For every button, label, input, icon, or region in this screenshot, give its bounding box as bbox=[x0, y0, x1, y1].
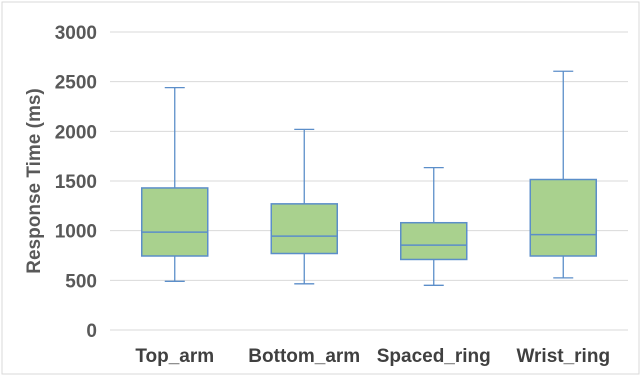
iqr-box bbox=[141, 187, 209, 257]
iqr-box bbox=[529, 178, 597, 257]
iqr-box bbox=[400, 221, 468, 261]
gridlines bbox=[110, 31, 628, 331]
y-tick-label: 0 bbox=[86, 321, 97, 342]
y-tick-label: 3000 bbox=[55, 23, 97, 44]
box-wrist-ring bbox=[529, 70, 597, 279]
iqr-box bbox=[270, 203, 338, 255]
x-category-label: Spaced_ring bbox=[377, 346, 491, 367]
y-tick-label: 2000 bbox=[55, 122, 97, 143]
y-tick-label: 500 bbox=[65, 271, 97, 292]
box-top-arm bbox=[141, 86, 209, 282]
x-category-label: Top_arm bbox=[135, 346, 214, 367]
box-spaced-ring bbox=[400, 166, 468, 286]
y-tick-label: 1500 bbox=[55, 172, 97, 193]
y-tick-label: 2500 bbox=[55, 73, 97, 94]
y-axis-tick-labels: 0 500 1000 1500 2000 2500 3000 bbox=[55, 23, 97, 342]
x-category-label: Wrist_ring bbox=[516, 346, 610, 367]
y-tick-label: 1000 bbox=[55, 222, 97, 243]
box-bottom-arm bbox=[270, 128, 338, 285]
y-axis-title: Response Time (ms) bbox=[24, 88, 45, 273]
x-category-label: Bottom_arm bbox=[248, 346, 360, 367]
boxes bbox=[141, 70, 597, 286]
x-axis-category-labels: Top_arm Bottom_arm Spaced_ring Wrist_ring bbox=[135, 346, 610, 367]
